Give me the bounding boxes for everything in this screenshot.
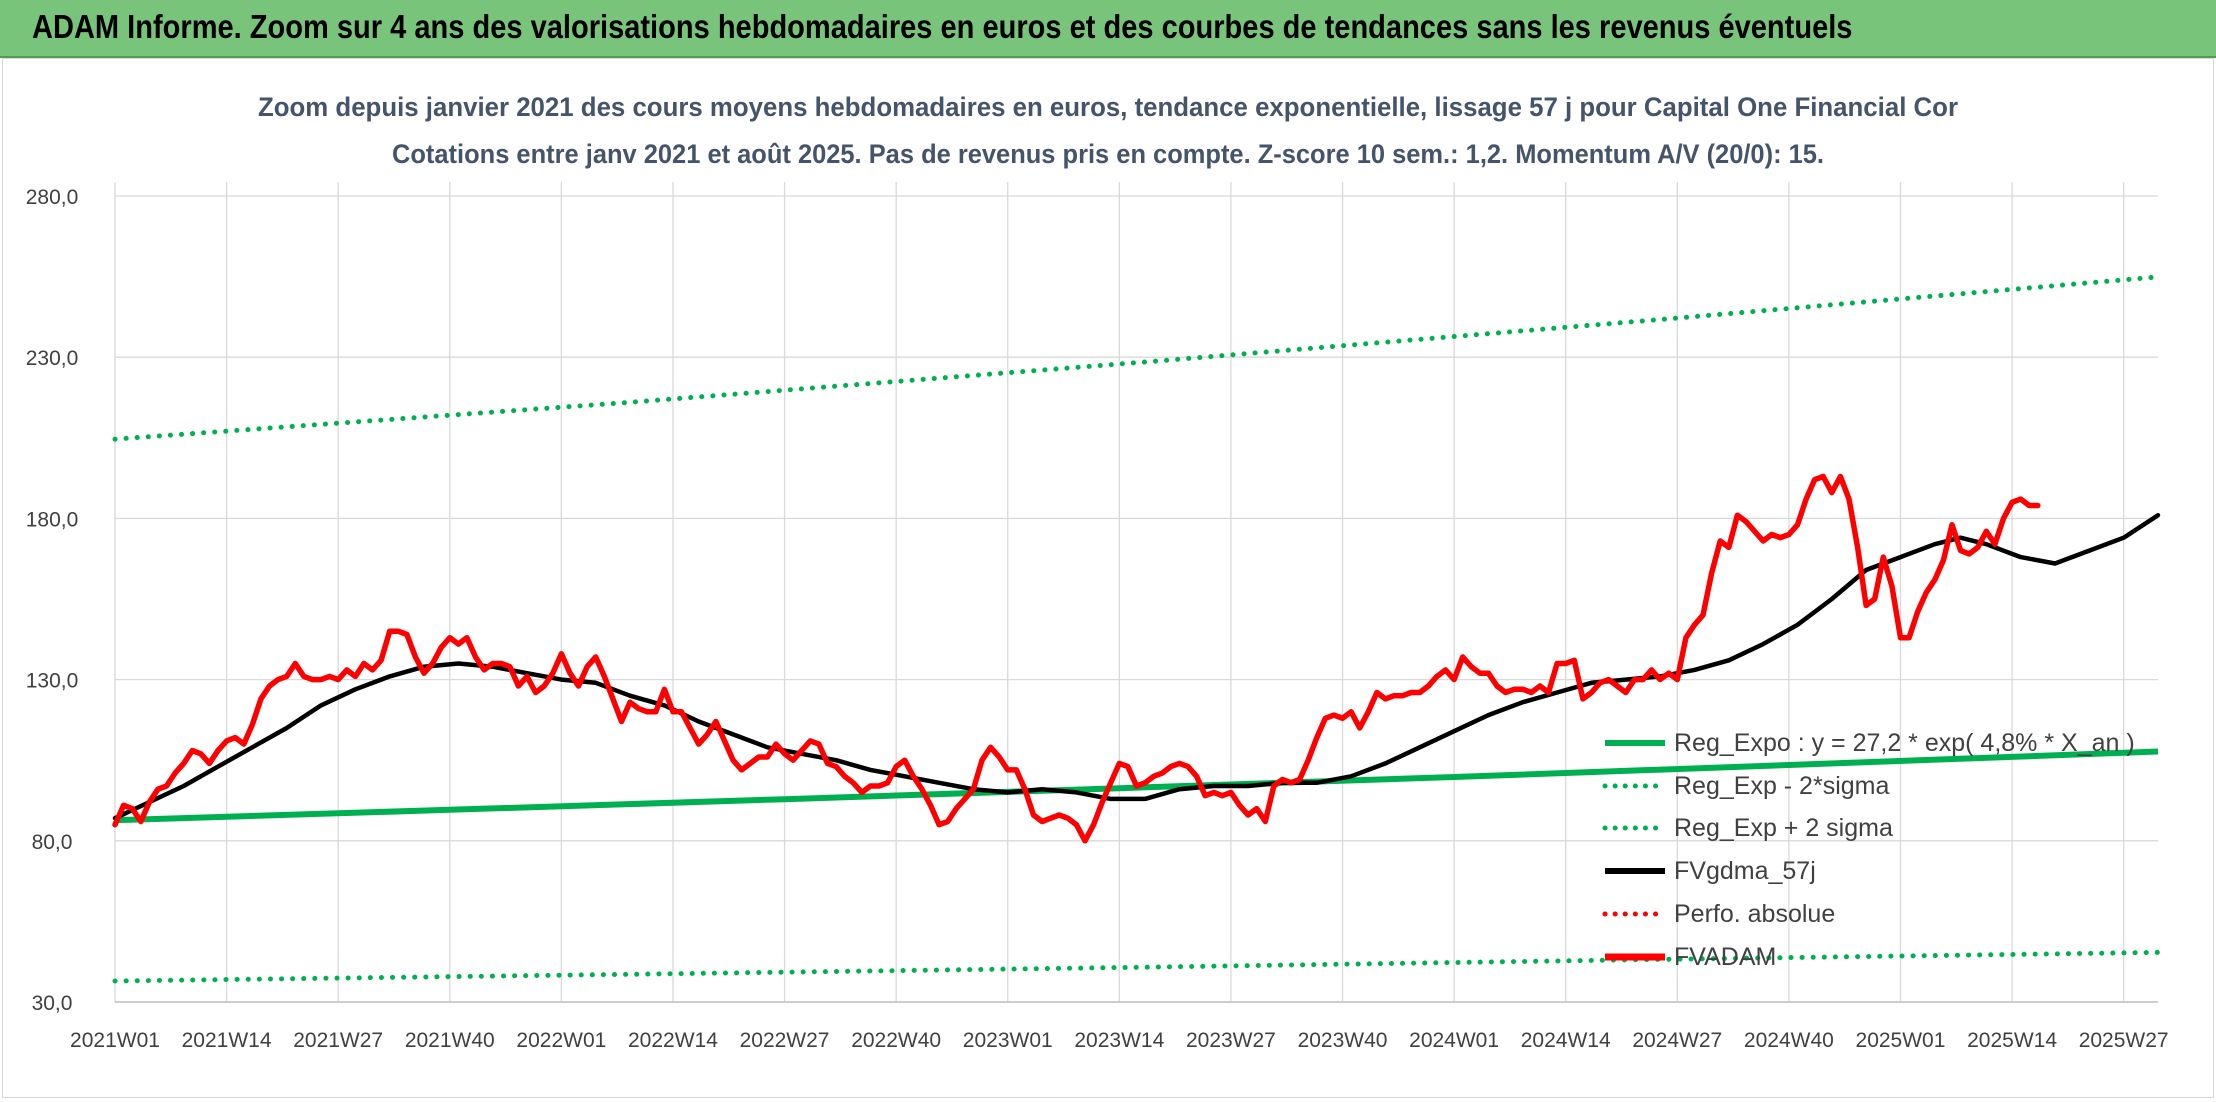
x-tick-label: 2023W27: [1186, 1029, 1276, 1052]
x-tick-label: 2023W40: [1298, 1029, 1388, 1052]
x-tick-label: 2023W14: [1074, 1029, 1164, 1052]
x-tick-label: 2022W14: [628, 1029, 718, 1052]
x-tick-label: 2022W01: [516, 1029, 606, 1052]
grid: [114, 182, 2158, 1003]
banner-title: ADAM Informe. Zoom sur 4 ans des valoris…: [32, 8, 1853, 45]
series-line-reg-expo-y-27-2-exp-4-8-x-an: [114, 748, 2159, 824]
x-tick-label: 2024W27: [1632, 1029, 1722, 1052]
x-tick-label: 2021W14: [182, 1029, 272, 1052]
header-banner: ADAM Informe. Zoom sur 4 ans des valoris…: [0, 0, 2216, 58]
legend-label: FVgdma_57j: [1674, 857, 1816, 885]
y-tick-label: 130,0: [26, 670, 79, 693]
x-tick-label: 2024W14: [1521, 1029, 1611, 1052]
series-lines: [112, 274, 2161, 984]
legend: Reg_Expo : y = 27,2 * exp( 4,8% * X_an )…: [1602, 729, 2135, 971]
series-line-reg-exp-2-sigma: [112, 274, 2161, 442]
x-tick-label: 2022W40: [851, 1029, 941, 1052]
chart-subtitle: Cotations entre janv 2021 et août 2025. …: [392, 139, 1824, 169]
x-tick-label: 2021W27: [293, 1029, 383, 1052]
legend-label: Reg_Exp + 2 sigma: [1674, 814, 1893, 842]
y-tick-label: 280,0: [26, 186, 79, 209]
series-line-reg-exp-2-sigma: [112, 949, 2161, 984]
y-tick-label: 30,0: [32, 992, 73, 1015]
y-tick-label: 180,0: [26, 508, 79, 531]
legend-label: FVADAM: [1674, 943, 1776, 971]
legend-label: Reg_Exp - 2*sigma: [1674, 772, 1889, 800]
x-axis-ticks: 2021W01 2021W14 2021W27 2021W40 2022W01 2022W…: [70, 1029, 2169, 1052]
series-line-fvgdma-57j: [112, 512, 2161, 821]
x-tick-label: 2025W01: [1856, 1029, 1946, 1052]
chart-frame: [2, 58, 2214, 1098]
y-tick-label: 80,0: [32, 831, 73, 854]
chart-title: Zoom depuis janvier 2021 des cours moyen…: [258, 92, 1958, 122]
x-tick-label: 2025W27: [2079, 1029, 2169, 1052]
x-tick-label: 2022W27: [740, 1029, 830, 1052]
x-tick-label: 2021W40: [405, 1029, 495, 1052]
x-tick-label: 2025W14: [1967, 1029, 2057, 1052]
x-tick-label: 2024W01: [1409, 1029, 1499, 1052]
y-axis-ticks: 30,0 80,0 130,0 180,0 230,0 280,0: [26, 186, 79, 1015]
x-tick-label: 2021W01: [70, 1029, 160, 1052]
x-tick-label: 2024W40: [1744, 1029, 1834, 1052]
series-line-fvadam: [112, 473, 2041, 844]
x-tick-label: 2023W01: [963, 1029, 1053, 1052]
legend-label: Reg_Expo : y = 27,2 * exp( 4,8% * X_an ): [1674, 729, 2135, 757]
legend-label: Perfo. absolue: [1674, 900, 1835, 928]
y-tick-label: 230,0: [26, 347, 79, 370]
